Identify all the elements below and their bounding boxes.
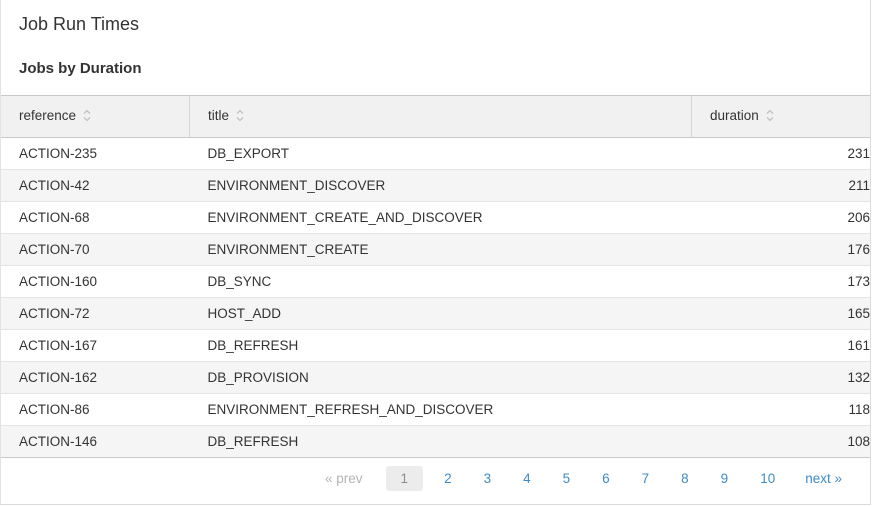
column-label-reference: reference — [19, 108, 77, 123]
table-row: ACTION-42 ENVIRONMENT_DISCOVER 211 — [1, 169, 870, 202]
pagination: « prev 1 2 3 4 5 6 7 8 9 10 next » — [1, 458, 870, 498]
cell-title: ENVIRONMENT_CREATE — [189, 233, 692, 266]
pagination-page-1-current[interactable]: 1 — [385, 465, 424, 491]
cell-title: DB_REFRESH — [189, 425, 692, 458]
column-label-title: title — [208, 108, 230, 123]
page-header: Job Run Times Jobs by Duration — [1, 0, 870, 95]
table-row: ACTION-72 HOST_ADD 165 — [1, 297, 870, 330]
cell-reference: ACTION-42 — [1, 169, 190, 202]
table-row: ACTION-70 ENVIRONMENT_CREATE 176 — [1, 233, 870, 266]
cell-duration: 231 — [691, 137, 870, 170]
pagination-page-3[interactable]: 3 — [483, 470, 492, 486]
column-label-duration: duration — [710, 108, 759, 123]
table-row: ACTION-160 DB_SYNC 173 — [1, 265, 870, 298]
pagination-page-9[interactable]: 9 — [720, 470, 729, 486]
cell-reference: ACTION-235 — [1, 137, 190, 170]
cell-reference: ACTION-70 — [1, 233, 190, 266]
table-body: ACTION-235 DB_EXPORT 231 ACTION-42 ENVIRONME… — [1, 137, 870, 458]
page-title: Job Run Times — [19, 14, 140, 34]
table-row: ACTION-235 DB_EXPORT 231 — [1, 137, 870, 170]
pagination-page-8[interactable]: 8 — [681, 470, 689, 486]
pagination-page-10[interactable]: 10 — [760, 470, 776, 486]
table-head: reference title duration — [1, 95, 870, 138]
cell-duration: 161 — [691, 329, 870, 362]
column-header-title[interactable]: title — [189, 95, 692, 138]
table-header-row: reference title duration — [1, 95, 870, 138]
cell-title: DB_REFRESH — [189, 329, 692, 362]
pagination-page-7[interactable]: 7 — [641, 470, 650, 486]
table-row: ACTION-167 DB_REFRESH 161 — [1, 329, 870, 362]
cell-reference: ACTION-146 — [1, 425, 190, 458]
cell-title: ENVIRONMENT_DISCOVER — [189, 169, 692, 202]
cell-duration: 165 — [691, 297, 870, 330]
cell-title: ENVIRONMENT_CREATE_AND_DISCOVER — [189, 201, 692, 234]
cell-title: DB_SYNC — [189, 265, 692, 298]
cell-reference: ACTION-86 — [1, 393, 190, 426]
table-row: ACTION-146 DB_REFRESH 108 — [1, 425, 870, 458]
cell-duration: 206 — [691, 201, 870, 234]
pagination-page-4[interactable]: 4 — [523, 470, 531, 486]
cell-duration: 118 — [691, 393, 870, 426]
pagination-page-6[interactable]: 6 — [602, 470, 610, 486]
pagination-page-5[interactable]: 5 — [562, 470, 571, 486]
table-row: ACTION-86 ENVIRONMENT_REFRESH_AND_DISCOVE… — [1, 393, 870, 426]
cell-duration: 176 — [691, 233, 870, 266]
cell-reference: ACTION-162 — [1, 361, 190, 394]
cell-reference: ACTION-72 — [1, 297, 190, 330]
table-row: ACTION-162 DB_PROVISION 132 — [1, 361, 870, 394]
cell-duration: 108 — [691, 425, 870, 458]
cell-reference: ACTION-160 — [1, 265, 190, 298]
sort-icon — [766, 109, 774, 125]
cell-duration: 173 — [691, 265, 870, 298]
sort-icon — [83, 109, 91, 125]
cell-title: ENVIRONMENT_REFRESH_AND_DISCOVER — [189, 393, 692, 426]
cell-reference: ACTION-68 — [1, 201, 190, 234]
pagination-prev[interactable]: « prev — [325, 470, 363, 486]
cell-reference: ACTION-167 — [1, 329, 190, 362]
cell-title: HOST_ADD — [189, 297, 692, 330]
cell-duration: 211 — [691, 169, 870, 202]
cell-title: DB_EXPORT — [189, 137, 692, 170]
jobs-table: reference title duration ACTION-235 DB_EXPO… — [1, 95, 870, 458]
sort-icon — [236, 109, 244, 125]
pagination-next[interactable]: next » — [805, 470, 842, 486]
cell-duration: 132 — [691, 361, 870, 394]
column-header-duration[interactable]: duration — [691, 95, 870, 138]
cell-title: DB_PROVISION — [189, 361, 692, 394]
section-title: Jobs by Duration — [19, 60, 142, 77]
pagination-page-2[interactable]: 2 — [444, 470, 452, 486]
table-row: ACTION-68 ENVIRONMENT_CREATE_AND_DISCOVER… — [1, 201, 870, 234]
column-header-reference[interactable]: reference — [1, 95, 190, 138]
